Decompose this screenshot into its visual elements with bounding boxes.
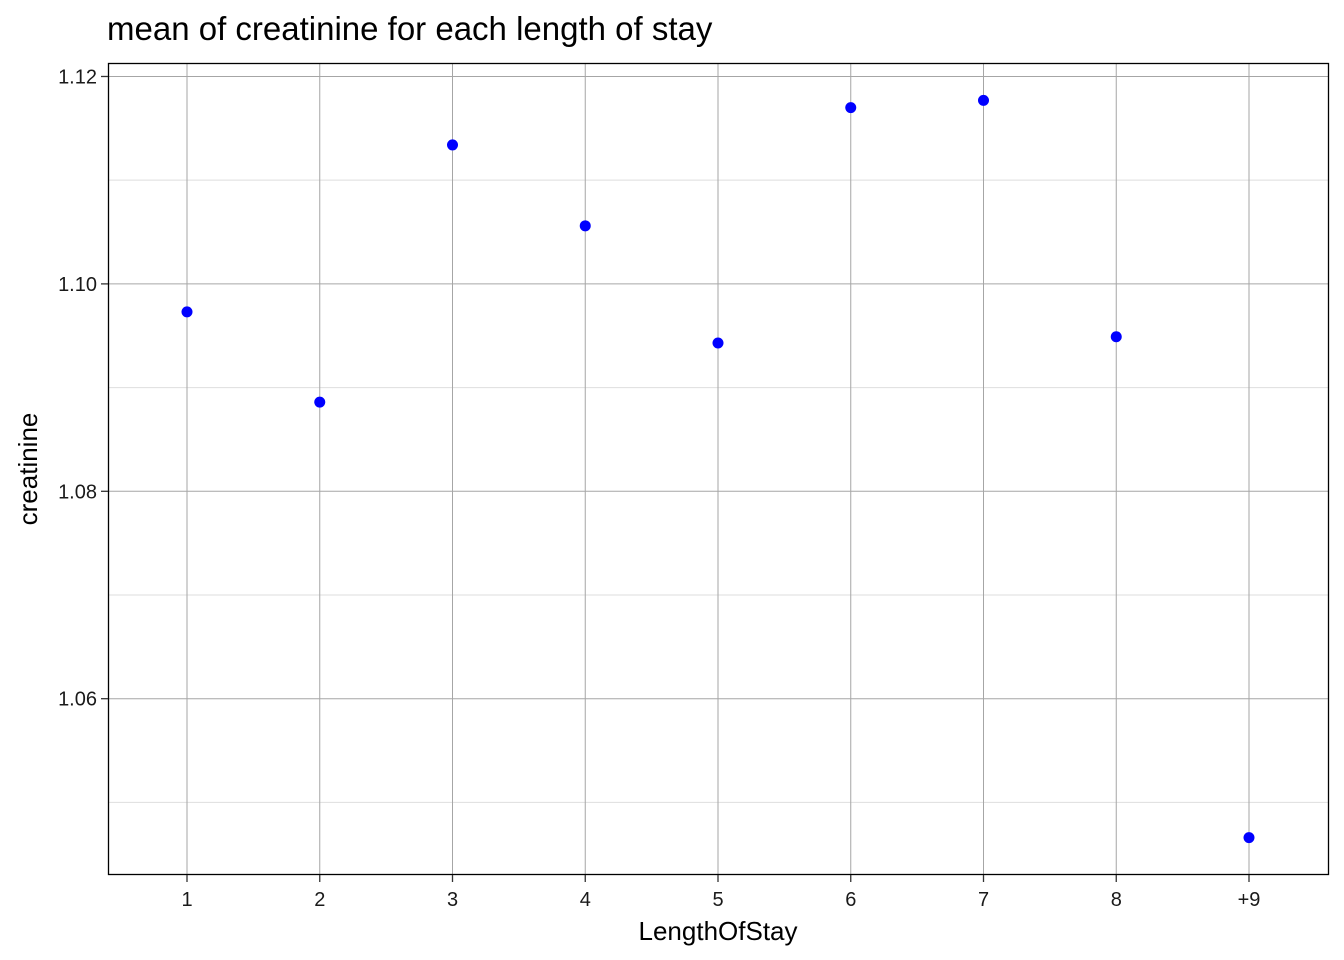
- x-tick-label: 3: [447, 889, 458, 911]
- x-tick-label: 1: [181, 889, 192, 911]
- data-point: [845, 102, 857, 114]
- plot-panel-border: [107, 62, 1330, 876]
- data-point: [978, 94, 989, 106]
- x-tick-label: 2: [314, 889, 325, 911]
- x-axis: 1 2 3 4 5 6 7 8 +9: [181, 875, 1260, 911]
- x-tick-label: 6: [845, 889, 856, 911]
- x-axis-label: LengthOfStay: [639, 916, 798, 946]
- y-tick-label: 1.08: [58, 481, 97, 503]
- data-points: [181, 94, 1255, 844]
- data-point: [579, 220, 591, 232]
- y-axis-label: creatinine: [13, 413, 43, 526]
- data-point: [712, 337, 724, 349]
- data-point: [314, 396, 326, 408]
- chart-title: mean of creatinine for each length of st…: [107, 10, 713, 47]
- y-axis: 1.06 1.08 1.10 1.12: [58, 66, 108, 711]
- data-point: [1243, 832, 1255, 844]
- y-tick-label: 1.10: [58, 274, 97, 296]
- data-point: [1110, 331, 1122, 343]
- grid-lines: [108, 63, 1329, 875]
- x-tick-label: 8: [1111, 889, 1122, 911]
- x-tick-label: 5: [712, 889, 723, 911]
- y-tick-label: 1.06: [58, 689, 97, 711]
- x-tick-label: +9: [1238, 889, 1261, 911]
- data-point: [447, 139, 458, 151]
- data-point: [181, 306, 193, 318]
- y-tick-label: 1.12: [58, 66, 97, 88]
- x-tick-label: 7: [978, 889, 989, 911]
- x-tick-label: 4: [580, 889, 591, 911]
